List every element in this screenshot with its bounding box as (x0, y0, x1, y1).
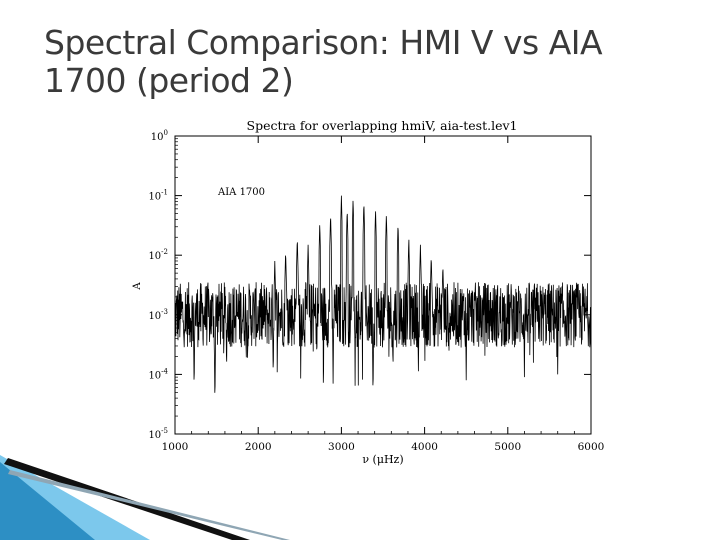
decor-swoosh-stripe (4, 458, 250, 540)
spectrum-line-group (174, 195, 592, 393)
y-axis-label: A (132, 282, 143, 291)
x-tick-label: 6000 (578, 441, 605, 453)
x-tick-label: 5000 (494, 441, 521, 453)
y-tick-label: 10-4 (148, 367, 168, 381)
plot-frame (174, 135, 592, 435)
slide-title-line-1: Spectral Comparison: HMI V vs AIA (44, 23, 603, 62)
x-tick-label: 3000 (328, 441, 355, 453)
decor-swoosh-line (8, 470, 290, 540)
x-tick-label: 1000 (162, 441, 189, 453)
x-axis-label: ν (μHz) (362, 453, 403, 466)
y-tick-label: 10-2 (148, 248, 168, 262)
decor-swoosh-mid (0, 462, 95, 540)
x-axis-ticks: 1000 2000 3000 4000 5000 6000 (162, 136, 605, 453)
y-axis-ticks: 100 10-1 10-2 10-3 10-4 10-5 (148, 129, 591, 441)
chart-annotation: AIA 1700 (217, 187, 265, 198)
x-tick-label: 4000 (411, 441, 438, 453)
spectrum-series-line (174, 195, 592, 393)
y-tick-label: 10-1 (148, 189, 168, 203)
y-tick-label: 10-5 (148, 427, 168, 441)
slide-title-line-2: 1700 (period 2) (44, 61, 294, 100)
x-tick-label: 2000 (245, 441, 272, 453)
y-tick-label: 100 (151, 129, 168, 143)
chart-title: Spectra for overlapping hmiV, aia-test.l… (247, 118, 518, 133)
slide-title: Spectral Comparison: HMI V vs AIA 1700 (… (44, 24, 684, 100)
y-tick-label: 10-3 (148, 308, 168, 322)
